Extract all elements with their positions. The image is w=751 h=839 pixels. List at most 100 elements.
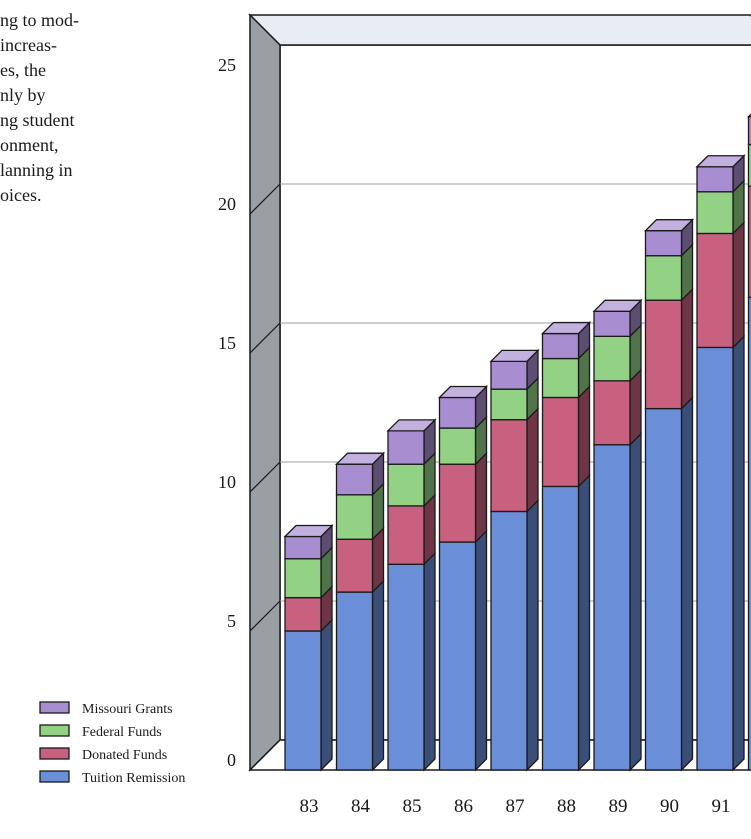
x-tick-label: 89 bbox=[609, 796, 628, 817]
bar-83-series-0 bbox=[284, 630, 322, 771]
bar-top-90 bbox=[643, 219, 695, 232]
bar-88-series-2 bbox=[541, 357, 580, 399]
bar-top-83 bbox=[283, 524, 334, 538]
bar-83-series-2 bbox=[284, 558, 322, 599]
bar-84-series-3 bbox=[335, 463, 374, 496]
bar-86-series-2 bbox=[438, 427, 477, 465]
bar-side-86-series-1 bbox=[474, 451, 488, 544]
y-tick-label: 10 bbox=[218, 472, 236, 492]
legend-item: Missouri Grants bbox=[39, 701, 173, 717]
bar-91-series-3 bbox=[696, 166, 734, 193]
bar-top-87 bbox=[489, 349, 540, 362]
bar-side-88-series-1 bbox=[577, 384, 591, 489]
gridline-side bbox=[249, 600, 281, 632]
body-text-line: lanning in bbox=[0, 160, 73, 180]
bar-89-series-3 bbox=[593, 310, 631, 337]
bar-91-series-2 bbox=[696, 191, 734, 235]
bar-92-series-3 bbox=[747, 116, 751, 146]
legend-swatch bbox=[39, 770, 70, 783]
top-wall bbox=[248, 14, 751, 46]
legend-item: Tuition Remission bbox=[39, 770, 185, 786]
bar-85-series-2 bbox=[387, 463, 425, 507]
bar-top-85 bbox=[386, 419, 437, 432]
bar-side-91-series-0 bbox=[732, 334, 745, 772]
bar-84-series-2 bbox=[335, 494, 374, 540]
bar-86-series-1 bbox=[438, 463, 477, 543]
bar-side-90-series-0 bbox=[680, 396, 694, 772]
body-text-line: oices. bbox=[0, 185, 42, 205]
side-wall bbox=[249, 13, 281, 772]
bar-85-series-0 bbox=[387, 563, 425, 771]
bar-88-series-0 bbox=[541, 485, 580, 771]
bar-side-84-series-0 bbox=[371, 579, 385, 772]
bar-92-series-2 bbox=[747, 143, 751, 187]
bar-top-84 bbox=[334, 452, 386, 465]
bar-89-series-2 bbox=[593, 335, 631, 382]
bar-88-series-1 bbox=[541, 396, 580, 488]
bar-side-89-series-1 bbox=[629, 368, 642, 447]
bar-90-series-3 bbox=[644, 230, 683, 257]
bar-86-series-3 bbox=[438, 396, 477, 429]
bar-92-series-1 bbox=[747, 185, 751, 299]
bar-side-88-series-0 bbox=[577, 473, 591, 772]
bar-84-series-0 bbox=[335, 591, 374, 771]
bar-84-series-1 bbox=[335, 538, 374, 593]
bar-90-series-2 bbox=[644, 255, 683, 301]
legend-label: Federal Funds bbox=[82, 725, 162, 740]
bar-88-series-3 bbox=[541, 332, 580, 360]
bar-top-86 bbox=[437, 385, 489, 399]
body-text-line: es, the bbox=[0, 60, 46, 80]
x-tick-label: 88 bbox=[557, 796, 576, 817]
bar-87-series-0 bbox=[490, 510, 528, 771]
y-tick-label: 5 bbox=[227, 611, 236, 631]
bar-top-92 bbox=[746, 113, 751, 118]
legend-label: Missouri Grants bbox=[82, 702, 173, 717]
bar-87-series-3 bbox=[490, 360, 528, 390]
bar-91-series-0 bbox=[696, 346, 734, 771]
legend-swatch bbox=[39, 724, 70, 737]
bar-90-series-0 bbox=[644, 407, 683, 771]
legend-label: Donated Funds bbox=[82, 748, 167, 763]
bar-side-86-series-0 bbox=[474, 529, 488, 772]
legend-label: Tuition Remission bbox=[82, 771, 185, 786]
body-text-line: ng to mod- bbox=[0, 10, 79, 30]
x-tick-label: 86 bbox=[454, 796, 473, 817]
bar-side-90-series-1 bbox=[680, 287, 694, 411]
bar-side-83-series-0 bbox=[320, 618, 333, 772]
bar-83-series-1 bbox=[284, 596, 322, 632]
y-tick-label: 0 bbox=[227, 750, 236, 770]
bar-91-series-1 bbox=[696, 232, 734, 349]
body-text-line: ng student bbox=[0, 110, 75, 130]
bar-85-series-1 bbox=[387, 505, 425, 565]
bar-side-85-series-0 bbox=[423, 551, 436, 772]
body-text: ng to mod-increas-es, the nly by ng studen… bbox=[0, 8, 200, 208]
x-tick-label: 87 bbox=[506, 796, 525, 817]
bar-92-series-0 bbox=[747, 296, 751, 771]
bar-side-91-series-1 bbox=[732, 220, 745, 350]
bar-top-88 bbox=[540, 321, 592, 335]
x-tick-label: 90 bbox=[660, 796, 679, 817]
y-tick-label: 20 bbox=[218, 194, 236, 214]
bar-87-series-2 bbox=[490, 388, 528, 421]
bar-86-series-0 bbox=[438, 541, 477, 771]
x-tick-label: 85 bbox=[403, 796, 422, 817]
legend-swatch bbox=[39, 701, 70, 714]
legend-item: Federal Funds bbox=[39, 724, 162, 740]
x-tick-label: 84 bbox=[351, 796, 371, 817]
bar-83-series-3 bbox=[284, 535, 322, 560]
gridline-side bbox=[249, 461, 281, 493]
bar-89-series-1 bbox=[593, 380, 631, 446]
y-tick-label: 15 bbox=[218, 333, 236, 353]
body-text-line: onment, bbox=[0, 135, 59, 155]
bar-87-series-1 bbox=[490, 419, 528, 513]
bar-90-series-1 bbox=[644, 299, 683, 410]
body-text-line: nly by bbox=[0, 85, 46, 105]
bar-side-87-series-1 bbox=[526, 407, 539, 514]
legend-item: Donated Funds bbox=[39, 747, 167, 763]
bar-top-89 bbox=[592, 299, 643, 312]
bar-side-85-series-1 bbox=[423, 493, 436, 566]
bar-side-89-series-0 bbox=[629, 432, 642, 772]
gridline-side bbox=[249, 183, 281, 215]
y-tick-label: 25 bbox=[218, 55, 236, 75]
